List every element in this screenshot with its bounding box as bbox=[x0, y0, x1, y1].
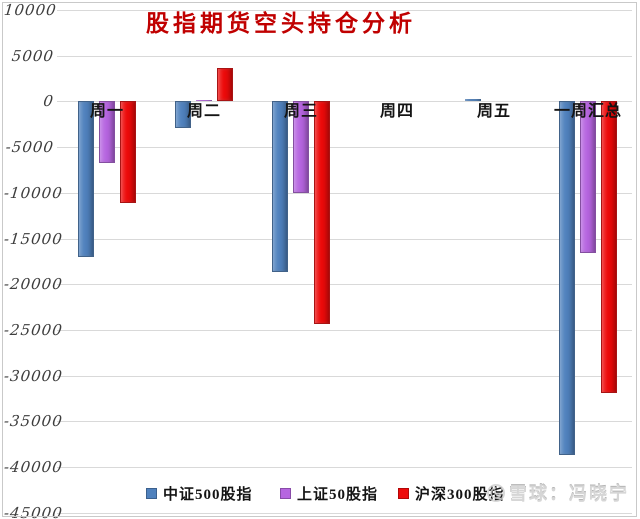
gridline bbox=[57, 512, 632, 514]
bar-上证50股指-一周汇总 bbox=[580, 101, 596, 254]
legend-swatch-icon bbox=[146, 487, 157, 499]
y-tick-label: -30000 bbox=[3, 366, 64, 385]
category-label: 周三 bbox=[283, 103, 319, 120]
watermark-text: 雪球：冯晓宁 bbox=[509, 484, 629, 504]
gridline bbox=[57, 421, 632, 423]
legend-swatch-icon bbox=[280, 487, 291, 499]
gridline bbox=[57, 329, 632, 331]
y-tick-label: -25000 bbox=[3, 320, 64, 339]
legend-swatch-icon bbox=[398, 487, 409, 499]
bar-上证50股指-周一 bbox=[99, 101, 115, 163]
legend-label: 上证50股指 bbox=[297, 486, 379, 503]
bar-沪深300股指-周一 bbox=[120, 101, 136, 203]
bar-沪深300股指-一周汇总 bbox=[601, 101, 617, 394]
y-tick-label: -45000 bbox=[3, 503, 64, 519]
zero-gridline bbox=[57, 101, 632, 103]
category-label: 周四 bbox=[379, 103, 415, 120]
category-label: 周一 bbox=[89, 103, 125, 120]
y-tick-label: -40000 bbox=[3, 458, 64, 477]
gridline bbox=[57, 284, 632, 286]
gridline bbox=[57, 192, 632, 194]
watermark: 雪球：冯晓宁 bbox=[486, 482, 629, 504]
gridline bbox=[57, 238, 632, 240]
y-tick-label: -35000 bbox=[3, 412, 64, 431]
gridline bbox=[57, 467, 632, 469]
gridline bbox=[57, 9, 632, 11]
bar-中证500股指-周三 bbox=[272, 101, 288, 273]
bar-上证50股指-周二 bbox=[196, 99, 212, 102]
bar-沪深300股指-周三 bbox=[314, 101, 330, 325]
bar-中证500股指-一周汇总 bbox=[559, 101, 575, 456]
gridline bbox=[57, 55, 632, 57]
legend-label: 中证500股指 bbox=[163, 486, 253, 503]
legend-item: 上证50股指 bbox=[280, 484, 379, 503]
y-tick-label: -15000 bbox=[3, 229, 64, 248]
y-tick-label: -5000 bbox=[4, 138, 55, 156]
y-tick-label: -10000 bbox=[3, 183, 64, 202]
gridline bbox=[57, 375, 632, 377]
legend-item: 中证500股指 bbox=[146, 484, 253, 503]
bar-中证500股指-周五 bbox=[465, 98, 481, 102]
snowball-icon bbox=[487, 484, 505, 502]
bar-沪深300股指-周二 bbox=[217, 68, 233, 102]
legend-item: 沪深300股指 bbox=[398, 484, 505, 503]
category-label: 周五 bbox=[476, 103, 512, 120]
bar-中证500股指-周二 bbox=[175, 101, 191, 128]
legend-label: 沪深300股指 bbox=[415, 486, 505, 503]
bar-上证50股指-周三 bbox=[293, 101, 309, 193]
y-tick-label: 10000 bbox=[3, 0, 58, 19]
category-label: 周二 bbox=[186, 103, 222, 120]
y-tick-label: -20000 bbox=[3, 275, 64, 294]
chart-title: 股指期货空头持仓分析 bbox=[146, 11, 416, 36]
gridline bbox=[57, 147, 632, 148]
y-tick-label: 5000 bbox=[10, 46, 55, 65]
bar-中证500股指-周一 bbox=[78, 101, 94, 257]
category-label: 一周汇总 bbox=[553, 103, 623, 120]
y-tick-label: 0 bbox=[42, 92, 55, 111]
